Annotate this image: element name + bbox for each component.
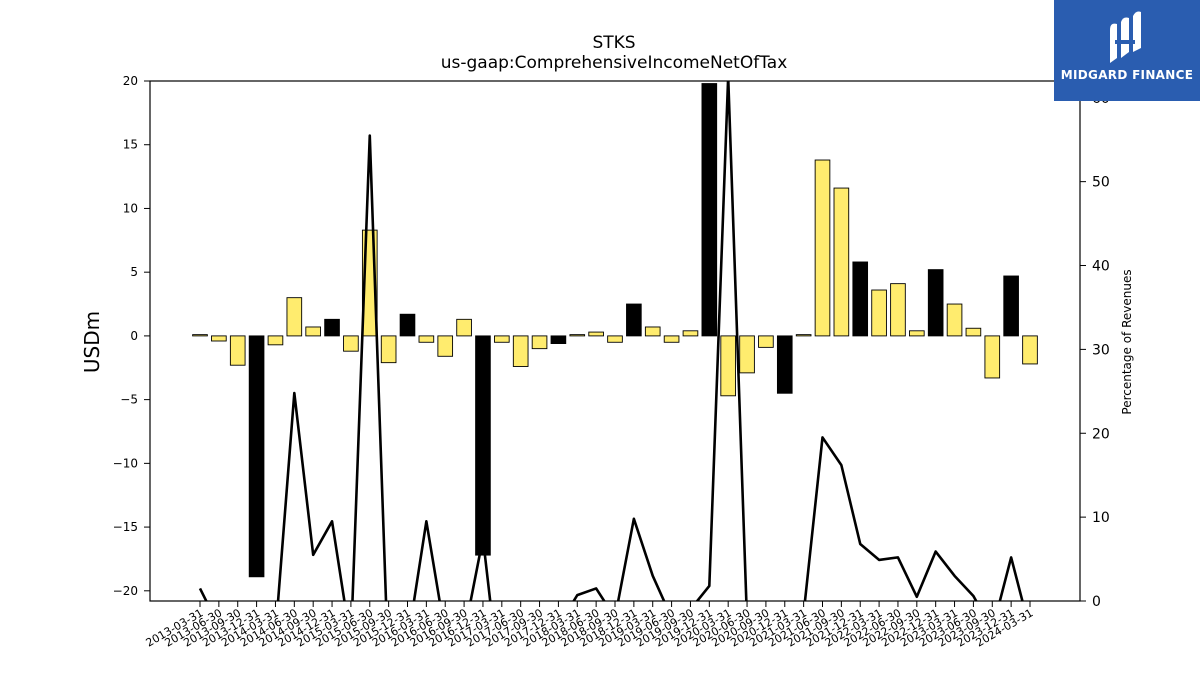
bar-2023-03-31 [946,303,963,337]
bar-2016-06-30 [437,335,454,357]
y2-tick-label: 0 [1092,594,1101,610]
bar-2019-06-30 [663,335,680,343]
bar-2019-09-30 [682,330,699,337]
y-axis-left: −20 −15 −10 −5 0 5 10 15 20 [113,74,150,598]
y-tick-label: −20 [113,584,138,598]
y2-tick-label: 40 [1092,259,1110,275]
bar-2017-06-30 [512,335,529,367]
y-tick-label: 20 [123,74,138,88]
y2-tick-label: 50 [1092,175,1110,191]
bar-2013-06-30 [211,335,227,342]
y-tick-label: 0 [130,329,138,343]
y2-tick-label: 30 [1092,342,1110,358]
logo-mark-icon [1110,11,1141,64]
bar-2013-12-31 [248,335,265,578]
y-tick-label: −15 [113,520,138,534]
brand-logo: MIDGARD FINANCE [1054,0,1200,101]
y-tick-label: −5 [120,393,138,407]
bar-series [192,83,1038,578]
bar-2016-09-30 [456,318,472,337]
bar-2018-03-31 [569,334,586,337]
bar-2014-12-31 [324,318,340,337]
chart-subtitle: us-gaap:ComprehensiveIncomeNetOfTax [441,53,788,73]
bar-2020-03-31 [720,335,736,397]
bar-2016-12-31 [475,335,491,556]
chart-title: STKS [592,33,635,53]
y2-tick-label: 10 [1092,510,1110,526]
y-tick-label: −10 [113,456,138,470]
y2-tick-label: 20 [1092,426,1110,442]
bar-2015-09-30 [380,335,397,364]
bar-2023-12-31 [1003,275,1019,337]
bar-2023-06-30 [965,327,982,337]
y-tick-label: 5 [130,265,138,279]
percentage-line [198,81,1024,601]
bar-2017-09-30 [531,335,548,350]
bar-2014-06-30 [286,297,303,337]
bar-2019-12-31 [701,83,718,337]
bar-2020-12-31 [776,335,793,394]
bar-2020-09-30 [758,335,774,348]
y-axis-right: 0102030405060 [1080,91,1110,610]
bar-2020-06-30 [739,335,755,374]
bar-2016-03-31 [418,335,435,343]
bar-2017-12-31 [550,335,567,344]
y-tick-label: 10 [123,201,138,215]
bar-2014-09-30 [305,326,321,337]
bar-2021-03-31 [795,334,812,337]
bar-2018-09-30 [607,335,623,343]
bar-2017-03-31 [494,335,510,343]
bar-2023-09-30 [984,335,1001,379]
bar-2022-03-31 [871,289,887,337]
bar-2022-09-30 [909,330,925,337]
bar-2021-09-30 [833,187,850,337]
bar-2021-06-30 [814,159,831,337]
bar-2021-12-31 [852,261,869,337]
bar-2022-12-31 [927,269,944,337]
bar-2018-06-30 [588,331,604,337]
y2-axis-label: Percentage of Revenues [1120,269,1134,414]
bar-2013-03-31 [192,334,208,337]
bar-2014-03-31 [267,335,284,346]
bar-2013-09-30 [229,335,246,366]
brand-name: MIDGARD FINANCE [1060,68,1194,82]
bar-2018-12-31 [626,303,642,337]
y-tick-label: 15 [123,138,138,152]
bar-2015-03-31 [343,335,359,352]
bar-2022-06-30 [890,283,906,337]
bar-2019-03-31 [644,326,661,337]
line-series [198,81,1024,601]
bar-2024-03-31 [1022,335,1038,365]
x-axis: 2013-03-312013-06-302013-09-302013-12-31… [144,601,1036,650]
y-axis-label: USDm [80,311,104,373]
bar-2015-12-31 [399,313,416,337]
